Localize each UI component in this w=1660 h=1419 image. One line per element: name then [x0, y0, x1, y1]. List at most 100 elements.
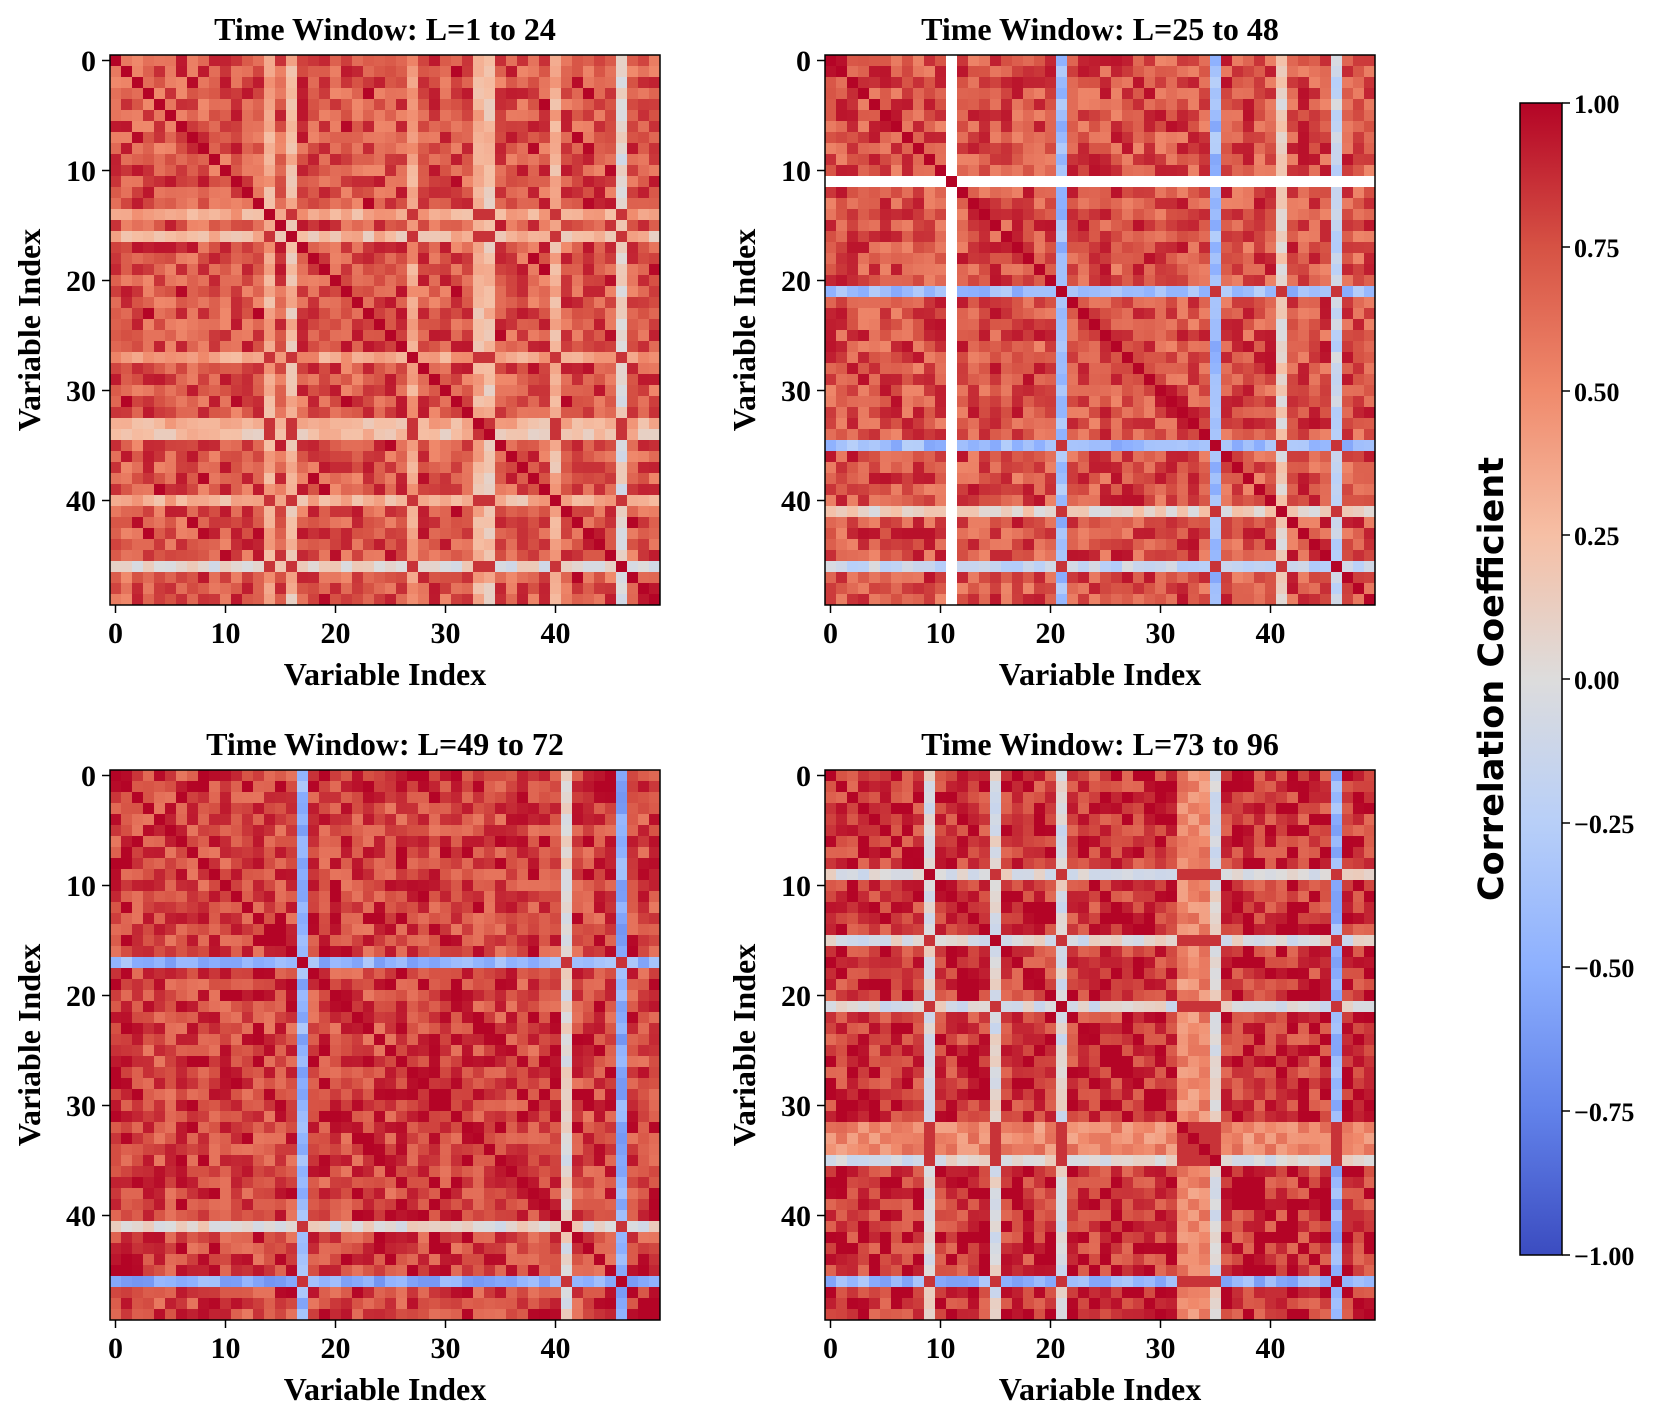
- heatmap-cell: [429, 561, 441, 573]
- heatmap-cell: [242, 572, 254, 584]
- heatmap-cell: [264, 88, 276, 100]
- heatmap-cell: [891, 352, 903, 364]
- heatmap-cell: [1353, 264, 1365, 276]
- heatmap-cell: [187, 154, 199, 166]
- heatmap-cell: [836, 253, 848, 265]
- heatmap-cell: [484, 506, 496, 518]
- heatmap-cell: [1144, 154, 1156, 166]
- heatmap-cell: [484, 451, 496, 463]
- heatmap-cell: [990, 396, 1002, 408]
- heatmap-cell: [154, 550, 166, 562]
- heatmap-cell: [979, 396, 991, 408]
- heatmap-cell: [1100, 143, 1112, 155]
- heatmap-cell: [440, 385, 452, 397]
- heatmap-cell: [517, 462, 529, 474]
- heatmap-cell: [836, 264, 848, 276]
- heatmap-cell: [605, 418, 617, 430]
- heatmap-cell: [627, 583, 639, 595]
- heatmap-cell: [473, 242, 485, 254]
- heatmap-cell: [308, 550, 320, 562]
- heatmap-cell: [1287, 132, 1299, 144]
- heatmap-cell: [550, 528, 562, 540]
- heatmap-cell: [253, 418, 265, 430]
- heatmap-cell: [605, 77, 617, 89]
- heatmap-cell: [198, 385, 210, 397]
- heatmap-cell: [858, 407, 870, 419]
- heatmap-cell: [1122, 66, 1134, 78]
- heatmap-cell: [473, 561, 485, 573]
- heatmap-cell: [1078, 220, 1090, 232]
- heatmap-cell: [1353, 242, 1365, 254]
- heatmap-cell: [132, 209, 144, 221]
- heatmap-cell: [649, 341, 661, 353]
- heatmap-cell: [1078, 264, 1090, 276]
- heatmap-cell: [891, 594, 903, 606]
- heatmap-cell: [451, 341, 463, 353]
- heatmap-cell: [1199, 187, 1211, 199]
- heatmap-cell: [242, 88, 254, 100]
- heatmap-cell: [1023, 396, 1035, 408]
- heatmap-cell: [1177, 550, 1189, 562]
- heatmap-cell: [924, 165, 936, 177]
- heatmap-cell: [616, 154, 628, 166]
- heatmap-cell: [187, 297, 199, 309]
- heatmap-cell: [1111, 77, 1123, 89]
- heatmap-cell: [913, 110, 925, 122]
- heatmap-cell: [1287, 363, 1299, 375]
- heatmap-cell: [495, 308, 507, 320]
- heatmap-cell: [847, 209, 859, 221]
- heatmap-cell: [242, 517, 254, 529]
- heatmap-cell: [1001, 66, 1013, 78]
- heatmap-cell: [286, 363, 298, 375]
- heatmap-cell: [308, 495, 320, 507]
- heatmap-cell: [847, 165, 859, 177]
- heatmap-cell: [638, 88, 650, 100]
- heatmap-cell: [627, 187, 639, 199]
- heatmap-cell: [979, 506, 991, 518]
- heatmap-cell: [1364, 110, 1376, 122]
- heatmap-cell: [561, 517, 573, 529]
- heatmap-cell: [627, 264, 639, 276]
- heatmap-cell: [506, 154, 518, 166]
- heatmap-cell: [143, 407, 155, 419]
- heatmap-cell: [616, 473, 628, 485]
- heatmap-cell: [363, 539, 375, 551]
- heatmap-cell: [517, 517, 529, 529]
- heatmap-cell: [1243, 440, 1255, 452]
- heatmap-cell: [1331, 506, 1343, 518]
- heatmap-cell: [550, 209, 562, 221]
- heatmap-cell: [517, 363, 529, 375]
- heatmap-cell: [836, 286, 848, 298]
- heatmap-cell: [1034, 594, 1046, 606]
- heatmap-cell: [517, 297, 529, 309]
- heatmap-cell: [924, 352, 936, 364]
- heatmap-cell: [638, 308, 650, 320]
- heatmap-cell: [1287, 451, 1299, 463]
- heatmap-cell: [363, 297, 375, 309]
- heatmap-cell: [374, 528, 386, 540]
- heatmap-cell: [286, 583, 298, 595]
- heatmap-cell: [1221, 242, 1233, 254]
- heatmap-cell: [924, 363, 936, 375]
- heatmap-cell: [979, 132, 991, 144]
- heatmap-cell: [1210, 220, 1222, 232]
- heatmap-cell: [429, 330, 441, 342]
- heatmap-cell: [198, 99, 210, 111]
- heatmap-cell: [528, 462, 540, 474]
- heatmap-cell: [1111, 429, 1123, 441]
- heatmap-cell: [165, 319, 177, 331]
- heatmap-cell: [1309, 473, 1321, 485]
- heatmap-cell: [902, 451, 914, 463]
- heatmap-cell: [627, 110, 639, 122]
- heatmap-cell: [880, 374, 892, 386]
- heatmap-cell: [198, 473, 210, 485]
- heatmap-cell: [869, 385, 881, 397]
- heatmap-cell: [1254, 583, 1266, 595]
- heatmap-cell: [1342, 121, 1354, 133]
- heatmap-cell: [572, 198, 584, 210]
- heatmap-cell: [1144, 242, 1156, 254]
- heatmap-cell: [275, 264, 287, 276]
- heatmap-cell: [462, 341, 474, 353]
- heatmap-cell: [429, 308, 441, 320]
- heatmap-cell: [1166, 297, 1178, 309]
